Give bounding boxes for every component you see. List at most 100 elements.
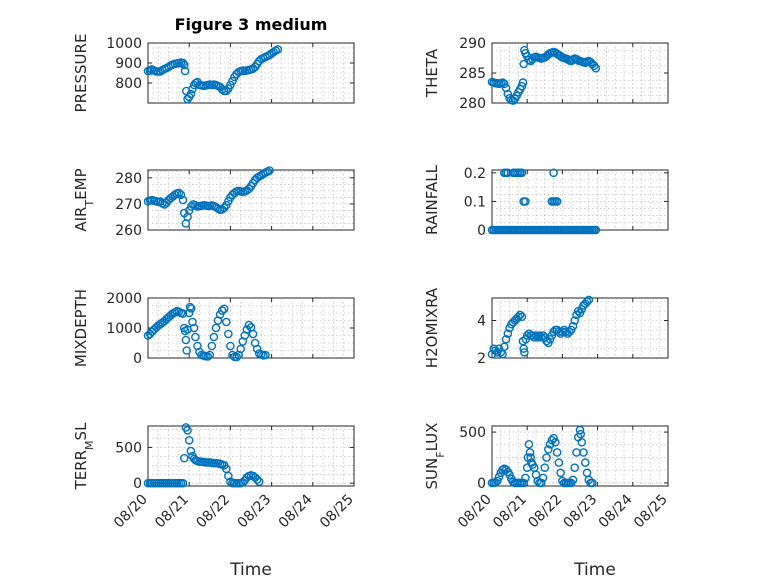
- data-point: [519, 59, 528, 69]
- data-point: [536, 478, 546, 488]
- data-point: [242, 473, 252, 482]
- axes-pressure: 800 900 1000 PRESSURE: [72, 34, 355, 113]
- data-point: [186, 89, 196, 99]
- x-axis-label-right: Time: [573, 560, 616, 580]
- y-axis-label-subscript: F: [434, 451, 447, 457]
- data-point: [178, 195, 188, 205]
- y-tick-label: 0: [477, 223, 486, 239]
- data-point: [515, 310, 525, 320]
- data-point: [217, 306, 227, 315]
- y-tick-label: 0: [133, 476, 142, 492]
- data-point: [554, 458, 564, 467]
- data-point: [538, 473, 548, 483]
- data-point: [519, 478, 528, 488]
- y-axis-label-sun-flux: SUNFLUX: [423, 423, 447, 490]
- data-point: [205, 350, 215, 360]
- y-axis-label-part: SL: [72, 422, 90, 441]
- x-tick-label: 08/21: [152, 492, 192, 532]
- data-point: [551, 437, 560, 447]
- data-point: [519, 344, 528, 353]
- data-point: [189, 323, 199, 333]
- data-point: [244, 184, 254, 194]
- data-point: [517, 168, 527, 178]
- y-tick-label: 500: [115, 440, 142, 456]
- data-point: [183, 425, 192, 435]
- data-point: [521, 197, 530, 206]
- data-point: [230, 188, 239, 198]
- data-point: [224, 329, 233, 339]
- data-point: [570, 316, 580, 325]
- data-point: [525, 448, 535, 457]
- data-point: [209, 332, 219, 342]
- data-point: [591, 225, 601, 235]
- data-point: [517, 81, 527, 91]
- data-point: [238, 478, 248, 487]
- axes-terr-msl: 0 500 08/20 08/21 08/22 08/23 08/24 08/25 TERRMS…: [72, 422, 357, 531]
- x-tick-label: 08/22: [193, 492, 233, 532]
- data-point: [178, 309, 188, 318]
- data-point: [174, 188, 184, 198]
- data-point: [273, 45, 283, 54]
- data-point: [221, 317, 231, 327]
- data-point: [588, 478, 597, 488]
- y-tick-label: 270: [115, 197, 142, 213]
- data-point: [549, 433, 558, 443]
- data-point: [521, 473, 530, 483]
- x-tick-label: 08/24: [596, 491, 636, 531]
- y-axis-label-part: TERR: [72, 450, 90, 491]
- data-point: [579, 448, 588, 457]
- data-point: [492, 476, 502, 486]
- data-point: [561, 327, 571, 337]
- data-point: [584, 295, 594, 305]
- y-tick-label: 0: [477, 476, 486, 492]
- data-point: [244, 320, 254, 330]
- data-point: [494, 472, 504, 482]
- axes-air-temp: 260 270 280 AIRTEMP: [72, 166, 355, 239]
- x-tick-label: 08/25: [317, 492, 357, 532]
- plot-area-terr-msl: [147, 425, 355, 487]
- y-axis-label-pressure: PRESSURE: [72, 34, 90, 113]
- data-point: [219, 203, 229, 213]
- axes-rainfall: 0 0.1 0.2 RAINFALL: [423, 164, 669, 239]
- data-point: [185, 302, 195, 312]
- data-point: [591, 63, 601, 73]
- data-point: [180, 66, 190, 76]
- data-point: [217, 85, 227, 94]
- data-point: [552, 448, 562, 457]
- x-tick-label: 08/25: [631, 492, 671, 532]
- data-point: [226, 341, 235, 351]
- x-tick-label: 08/22: [525, 492, 565, 532]
- y-axis-label-rainfall: RAINFALL: [423, 164, 441, 235]
- data-point: [500, 79, 509, 89]
- y-tick-label: 0.2: [464, 166, 486, 182]
- data-point: [540, 463, 550, 472]
- plot-area-sun-flux: [491, 425, 669, 487]
- y-tick-label: 2000: [106, 291, 142, 307]
- y-axis-label-air-temp: AIRTEMP: [72, 168, 96, 231]
- data-point: [219, 304, 229, 314]
- data-point: [186, 202, 196, 211]
- data-point: [221, 86, 231, 96]
- data-point: [520, 348, 529, 357]
- data-point: [556, 468, 565, 478]
- y-tick-label: 0: [133, 351, 142, 367]
- y-tick-label: 800: [115, 76, 142, 92]
- y-axis-label-part: EMP: [72, 168, 90, 199]
- y-axis-label-part: LUX: [423, 423, 441, 452]
- data-point: [188, 317, 197, 327]
- y-tick-label: 1000: [106, 321, 142, 337]
- data-point: [211, 323, 221, 333]
- data-point: [503, 329, 513, 338]
- data-point: [236, 344, 245, 354]
- data-point: [501, 83, 511, 93]
- y-axis-label-terr-msl: TERRMSL: [72, 422, 96, 491]
- y-axis-label-theta: THETA: [423, 48, 441, 98]
- y-tick-label: 285: [459, 66, 486, 82]
- data-point: [576, 429, 586, 439]
- data-point: [184, 308, 194, 318]
- y-axis-label-subscript: M: [83, 440, 96, 450]
- data-point: [517, 312, 527, 322]
- data-point: [575, 425, 585, 435]
